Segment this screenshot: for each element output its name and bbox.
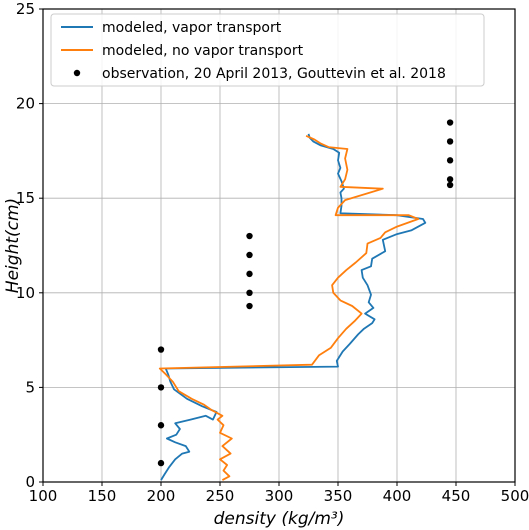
legend: modeled, vapor transport modeled, no vap… bbox=[50, 13, 485, 87]
observation-point bbox=[246, 251, 253, 259]
observation-point bbox=[446, 176, 454, 183]
plot-series bbox=[157, 119, 454, 481]
y-tick-label: 15 bbox=[16, 189, 35, 207]
x-tick-label: 250 bbox=[206, 487, 235, 505]
x-tick-label: 300 bbox=[265, 487, 294, 505]
y-axis-label: Height(cm) bbox=[3, 198, 23, 293]
legend-box bbox=[50, 13, 485, 87]
observation-point bbox=[246, 270, 253, 278]
legend-label-vapor: modeled, vapor transport bbox=[102, 20, 282, 36]
x-axis-label: density (kg/m³) bbox=[214, 509, 345, 529]
observation-point bbox=[246, 289, 253, 296]
y-tick-label: 0 bbox=[25, 473, 35, 491]
y-tick-label: 25 bbox=[16, 0, 35, 18]
x-tick-label: 150 bbox=[88, 487, 117, 505]
observation-point bbox=[157, 346, 165, 353]
observation-point bbox=[157, 459, 165, 467]
observation-point bbox=[446, 119, 454, 126]
legend-label-no-vapor: modeled, no vapor transport bbox=[102, 43, 304, 59]
series-line-no-vapor-transport bbox=[158, 134, 420, 481]
x-tick-label: 450 bbox=[442, 487, 471, 505]
series-line-vapor-transport bbox=[160, 133, 427, 481]
legend-label-observation: observation, 20 April 2013, Gouttevin et… bbox=[102, 66, 446, 82]
legend-marker-observation bbox=[73, 69, 81, 77]
y-tick-label: 20 bbox=[16, 95, 35, 113]
x-tick-label: 350 bbox=[324, 487, 353, 505]
y-tick-label: 5 bbox=[25, 378, 35, 396]
observation-point bbox=[246, 232, 253, 240]
x-tick-label: 100 bbox=[29, 487, 58, 505]
axis-ticks: 100 150 200 250 300 350 400 450 500 0 5 10 15 20 25 bbox=[16, 0, 529, 505]
x-tick-label: 200 bbox=[147, 487, 176, 505]
observation-point bbox=[157, 384, 165, 391]
observation-point bbox=[446, 138, 454, 145]
observation-point bbox=[446, 157, 454, 164]
x-tick-label: 500 bbox=[501, 487, 529, 505]
observation-point bbox=[157, 422, 165, 429]
x-tick-label: 400 bbox=[383, 487, 412, 505]
observation-point bbox=[446, 181, 454, 189]
y-tick-label: 10 bbox=[16, 284, 35, 302]
observation-point bbox=[246, 302, 253, 310]
